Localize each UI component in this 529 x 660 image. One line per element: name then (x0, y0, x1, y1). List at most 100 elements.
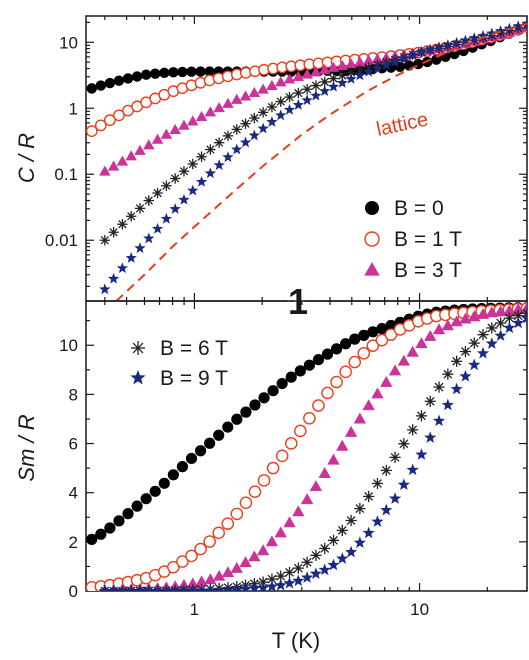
data-point-b-0 (303, 359, 315, 371)
data-point-b-9-t (397, 478, 410, 491)
data-point-b-3-t (266, 79, 278, 91)
data-point-b-9-t (362, 526, 375, 539)
legend-marker-b-6-t (131, 341, 145, 355)
data-point-b-6-t (363, 490, 375, 503)
data-point-b-6-t (275, 96, 286, 107)
data-point-b-3-t (450, 315, 463, 327)
data-point-b-9-t (371, 62, 384, 74)
data-point-b-9-t (494, 329, 507, 341)
data-point-b-0 (167, 469, 179, 481)
data-point-b-3-t (432, 323, 446, 335)
data-point-b-9-t (345, 73, 357, 84)
data-point-b-9-t (222, 151, 234, 163)
data-point-b-9-t (134, 242, 146, 254)
data-point-b-3-t (397, 354, 411, 366)
data-point-b-6-t (310, 549, 322, 561)
data-point-b-3-t (327, 453, 340, 465)
data-point-b-9-t (239, 582, 252, 591)
data-point-b-3-t (300, 493, 314, 505)
data-point-b-6-t (213, 137, 225, 148)
data-point-b-0 (249, 399, 261, 411)
bottom-panel-entropy: 0 2 4 6 8 10 1 10 Sm / R T (K) B = 6 T B = 9 T (14, 300, 528, 653)
data-point-b-0 (340, 338, 352, 350)
data-point-b-3-t (134, 144, 146, 155)
data-point-b-6-t (240, 118, 251, 129)
data-point-b-1-t (357, 347, 371, 360)
data-point-b-3-t (424, 329, 437, 341)
data-point-b-0 (104, 522, 116, 534)
data-point-b-3-t (169, 123, 181, 135)
y-tick-label: 1 (69, 99, 78, 118)
data-point-b-3-t (388, 364, 402, 376)
top-legend: B = 0 B = 1 T B = 3 T (364, 197, 462, 282)
data-point-b-9-t (143, 232, 155, 244)
data-point-b-0 (159, 67, 170, 79)
data-point-b-9-t (107, 272, 120, 284)
data-point-b-9-t (160, 584, 173, 591)
data-point-b-9-t (275, 109, 287, 121)
data-point-b-3-t (99, 165, 111, 176)
data-point-b-9-t (169, 584, 182, 591)
data-point-b-3-t (476, 307, 490, 319)
data-point-b-3-t (283, 73, 296, 84)
data-point-b-0 (267, 385, 279, 397)
data-point-b-3-t (362, 399, 375, 411)
data-point-b-9-t (406, 463, 419, 476)
data-point-b-9-t (257, 122, 269, 134)
data-point-b-9-t (415, 45, 428, 57)
data-point-b-3-t (354, 56, 366, 67)
data-point-b-6-t (283, 566, 296, 578)
data-point-b-6-t (337, 70, 348, 81)
data-point-b-9-t (310, 89, 322, 101)
data-point-b-6-t (521, 307, 527, 319)
data-point-b-9-t (142, 584, 155, 591)
data-point-b-3-t (275, 76, 287, 87)
data-point-b-3-t (371, 53, 384, 64)
data-point-b-1-t (275, 449, 289, 463)
data-point-b-0 (276, 377, 288, 390)
bottom-plot-frame (85, 300, 528, 592)
data-point-b-9-t (265, 580, 279, 591)
legend-label-b-3-t: B = 3 T (394, 259, 462, 282)
data-point-b-9-t (213, 583, 226, 591)
data-point-b-0 (431, 54, 442, 65)
data-point-b-0 (204, 437, 216, 449)
data-point-b-3-t (239, 90, 252, 101)
y-tick-label: 0 (69, 582, 78, 601)
data-point-b-9-t (450, 36, 463, 48)
data-point-b-9-t (125, 252, 137, 263)
data-point-b-6-t (301, 556, 313, 568)
data-point-b-9-t (257, 581, 270, 591)
data-point-b-3-t (406, 345, 419, 357)
data-point-b-0 (104, 77, 116, 89)
data-point-b-6-t (328, 73, 339, 84)
data-point-b-6-t (310, 80, 322, 91)
data-point-b-0 (95, 528, 107, 540)
data-point-b-6-t (161, 180, 172, 191)
data-point-b-9-t (230, 583, 243, 591)
data-point-b-3-t (274, 526, 287, 538)
data-point-b-0 (131, 500, 143, 512)
data-point-b-9-t (169, 203, 181, 214)
data-point-b-1-t (212, 526, 226, 540)
data-point-b-3-t (160, 128, 173, 139)
data-point-b-6-t (117, 219, 128, 230)
data-point-b-9-t (521, 17, 527, 29)
data-point-b-6-t (380, 464, 392, 477)
data-point-b-1-t (248, 485, 262, 498)
data-point-b-1-t (330, 375, 343, 389)
data-point-b-9-t (353, 536, 367, 548)
data-point-b-9-t (424, 431, 437, 443)
data-point-b-1-t (113, 109, 125, 122)
data-point-b-3-t (380, 375, 393, 387)
data-point-b-3-t (213, 101, 225, 113)
data-point-b-0 (122, 73, 134, 84)
data-point-b-3-t (503, 304, 516, 316)
data-point-b-9-t (336, 552, 349, 564)
data-point-b-9-t (415, 448, 428, 460)
data-point-b-9-t (380, 59, 392, 71)
data-point-b-1-t (203, 535, 216, 548)
data-point-b-3-t (239, 556, 252, 568)
